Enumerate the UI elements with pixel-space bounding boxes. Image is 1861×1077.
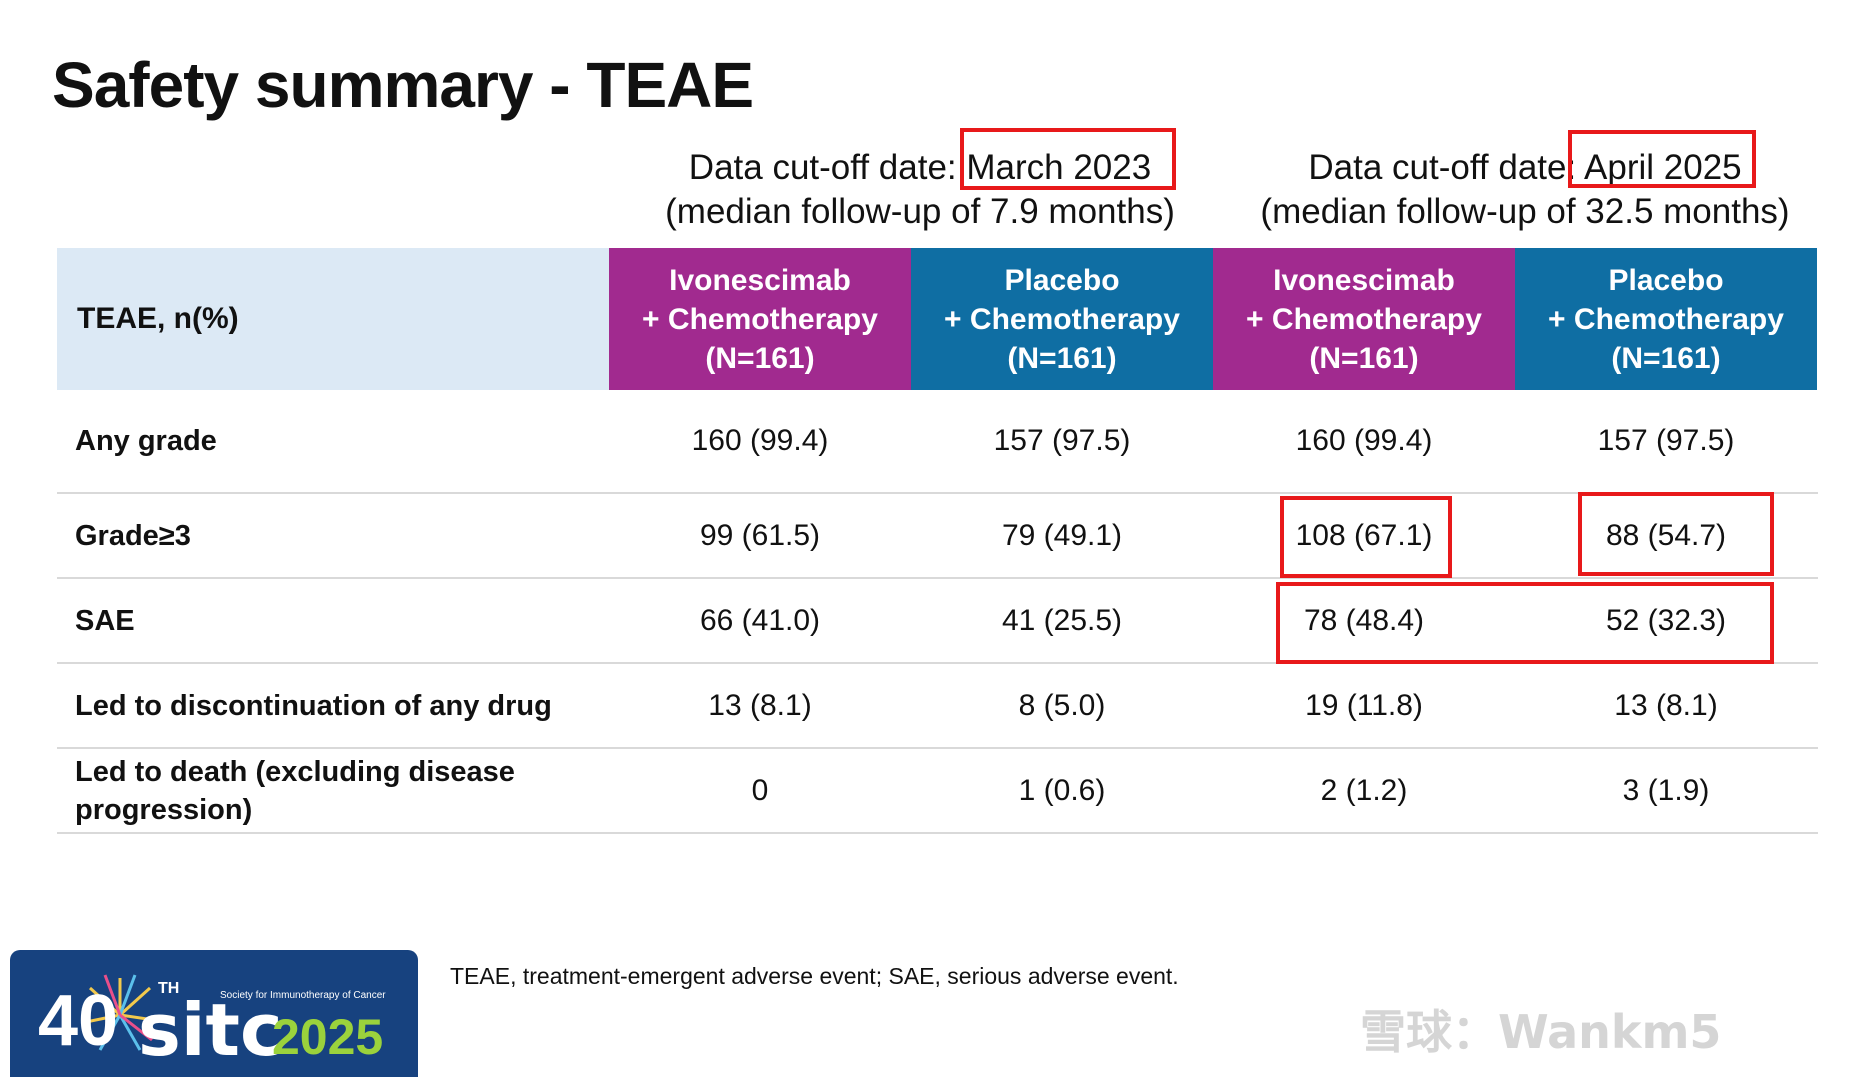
logo-ordinal: TH <box>158 980 180 997</box>
column-header-line: (N=161) <box>1309 341 1419 375</box>
table-row: Any grade 160 (99.4) 157 (97.5) 160 (99.… <box>57 390 1818 494</box>
table-header: TEAE, n(%) Ivonescimab + Chemotherapy (N… <box>57 248 1818 390</box>
column-header-line: + Chemotherapy <box>944 302 1180 336</box>
row-label: SAE <box>75 604 135 637</box>
cutoff-2025: Data cut-off date: April 2025 (median fo… <box>1225 146 1825 234</box>
cutoff-followup-line: (median follow-up of 7.9 months) <box>665 192 1175 231</box>
table-row: Led to death (excluding disease progress… <box>57 749 1818 834</box>
table-cell: 66 (41.0) <box>699 603 821 637</box>
logo-number: 40 <box>38 981 119 1061</box>
table-cell: 79 (49.1) <box>1001 518 1123 552</box>
table-cell: 13 (8.1) <box>1614 688 1718 722</box>
table-cell: 108 (67.1) <box>1295 518 1433 552</box>
row-label: Led to death (excluding disease progress… <box>75 755 515 826</box>
column-header-line: Ivonescimab <box>1273 263 1455 297</box>
table-cell: 2 (1.2) <box>1320 773 1408 807</box>
teae-table: TEAE, n(%) Ivonescimab + Chemotherapy (N… <box>57 248 1818 834</box>
table-row: Grade≥3 99 (61.5) 79 (49.1) 108 (67.1) 8… <box>57 494 1818 579</box>
column-header-line: + Chemotherapy <box>1246 302 1482 336</box>
table-cell: 52 (32.3) <box>1605 603 1727 637</box>
column-header-ivonescimab-2025: Ivonescimab + Chemotherapy (N=161) <box>1213 248 1515 390</box>
column-header-line: + Chemotherapy <box>642 302 878 336</box>
table-cell: 99 (61.5) <box>699 518 821 552</box>
column-header-ivonescimab-2023: Ivonescimab + Chemotherapy (N=161) <box>609 248 911 390</box>
table-cell: 88 (54.7) <box>1605 518 1727 552</box>
column-header-line: (N=161) <box>705 341 815 375</box>
table-row: SAE 66 (41.0) 41 (25.5) 78 (48.4) 52 (32… <box>57 579 1818 664</box>
cutoff-2023: Data cut-off date: March 2023 (median fo… <box>640 146 1200 234</box>
firework-icon <box>85 974 155 1051</box>
table-cell: 13 (8.1) <box>708 688 812 722</box>
table-cell: 3 (1.9) <box>1622 773 1710 807</box>
column-header-line: (N=161) <box>1611 341 1721 375</box>
table-cell: 78 (48.4) <box>1303 603 1425 637</box>
cutoff-followup-line: (median follow-up of 32.5 months) <box>1260 192 1790 231</box>
watermark: 雪球：Wankm5 <box>1360 1005 1722 1059</box>
column-header-line: Placebo <box>1004 263 1120 297</box>
column-header-line: Ivonescimab <box>669 263 851 297</box>
highlight-box-march-2023 <box>960 128 1176 190</box>
table-row: Led to discontinuation of any drug 13 (8… <box>57 664 1818 749</box>
cutoff-date-line: Data cut-off date: April 2025 <box>1308 148 1742 187</box>
highlight-box-grade3-placebo <box>1578 492 1774 576</box>
table-cell: 160 (99.4) <box>691 424 829 457</box>
table-cell: 1 (0.6) <box>1018 773 1106 807</box>
table-cell: 160 (99.4) <box>1295 424 1433 457</box>
highlight-box-grade3-ivonescimab <box>1280 496 1452 578</box>
column-header-line: + Chemotherapy <box>1548 302 1784 336</box>
row-label: Grade≥3 <box>75 519 191 552</box>
column-header-line: (N=161) <box>1007 341 1117 375</box>
highlight-box-april-2025 <box>1568 130 1756 188</box>
table-cell: 8 (5.0) <box>1018 688 1106 722</box>
footnote: TEAE, treatment-emergent adverse event; … <box>450 963 1179 989</box>
table-cell: 41 (25.5) <box>1001 603 1123 637</box>
slide-title: Safety summary - TEAE <box>52 49 754 121</box>
table-cell: 0 <box>751 773 769 807</box>
header-label: TEAE, n(%) <box>57 248 609 390</box>
row-label: Led to discontinuation of any drug <box>75 689 552 722</box>
highlight-box-sae <box>1276 582 1774 664</box>
logo-brand: sitc <box>138 988 283 1072</box>
logo-society: Society for Immunotherapy of Cancer <box>220 990 386 1001</box>
column-header-placebo-2025: Placebo + Chemotherapy (N=161) <box>1515 248 1817 390</box>
logo-year: 2025 <box>272 1009 384 1065</box>
column-header-placebo-2023: Placebo + Chemotherapy (N=161) <box>911 248 1213 390</box>
table-cell: 157 (97.5) <box>1597 424 1735 457</box>
row-label: Any grade <box>75 425 217 457</box>
table-cell: 157 (97.5) <box>993 424 1131 457</box>
table-cell: 19 (11.8) <box>1305 688 1423 722</box>
column-header-line: Placebo <box>1608 263 1724 297</box>
cutoff-date-line: Data cut-off date: March 2023 <box>688 148 1152 187</box>
sitc-logo: 40 TH Society for Immunotherapy of Cance… <box>10 950 418 1077</box>
